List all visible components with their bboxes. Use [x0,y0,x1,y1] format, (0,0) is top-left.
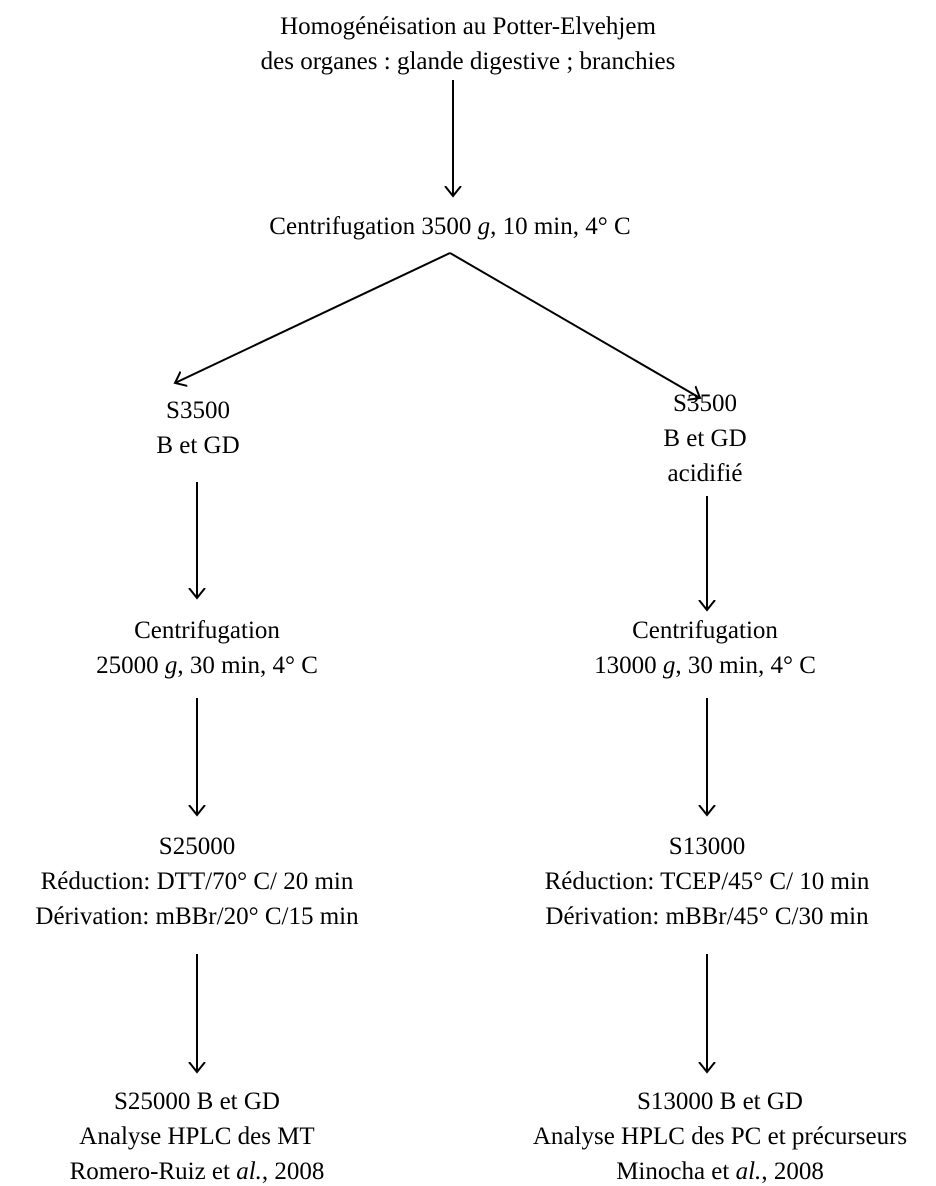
text-segment: , 10 min, 4° C [490,213,631,240]
text-segment: 25000 [96,652,165,679]
node-line: 25000 g, 30 min, 4° C [96,652,318,679]
text-segment: Analyse HPLC des PC et précurseurs [533,1123,907,1150]
node-line: S3500 [673,390,737,417]
text-segment: , 30 min, 4° C [675,652,816,679]
text-segment: des organes : glande digestive ; branchi… [261,48,676,75]
node-line: Centrifugation [632,617,778,644]
text-segment: Centrifugation [632,617,778,644]
text-segment: Réduction: DTT/70° C/ 20 min [41,868,354,895]
text-segment: S25000 B et GD [114,1088,280,1115]
arrow [175,252,451,383]
arrow [449,252,700,398]
text-segment: Minocha et [616,1158,735,1185]
text-segment: Dérivation: mBBr/45° C/30 min [545,903,869,930]
text-segment: al. [236,1158,262,1185]
node-line: S13000 [669,833,745,860]
node-line: acidifié [668,460,743,487]
text-segment: Romero-Ruiz et [70,1158,237,1185]
text-segment: Centrifugation 3500 [269,213,477,240]
node-line: 13000 g, 30 min, 4° C [594,652,816,679]
node-line: B et GD [663,425,746,452]
text-segment: 13000 [594,652,663,679]
text-segment: Réduction: TCEP/45° C/ 10 min [545,868,870,895]
text-segment: g [478,213,491,240]
text-segment: S3500 [166,397,230,424]
text-segment: Analyse HPLC des MT [79,1123,314,1150]
node-line: des organes : glande digestive ; branchi… [261,48,676,75]
node-line: S25000 [159,833,235,860]
node-line: Réduction: DTT/70° C/ 20 min [41,868,354,895]
node-line: Centrifugation [134,617,280,644]
text-segment: S13000 [669,833,745,860]
text-segment: S13000 B et GD [637,1088,803,1115]
text-segment: , 30 min, 4° C [177,652,318,679]
text-segment: acidifié [668,460,743,487]
text-segment: B et GD [156,432,239,459]
node-line: Homogénéisation au Potter-Elvehjem [280,13,656,40]
node-line: S3500 [166,397,230,424]
node-line: Analyse HPLC des MT [79,1123,314,1150]
text-segment: B et GD [663,425,746,452]
node-line: Dérivation: mBBr/45° C/30 min [545,903,869,930]
node-line: Analyse HPLC des PC et précurseurs [533,1123,907,1150]
node-line: Romero-Ruiz et al., 2008 [70,1158,325,1185]
text-segment: g [663,652,676,679]
node-line: Réduction: TCEP/45° C/ 10 min [545,868,870,895]
text-segment: Homogénéisation au Potter-Elvehjem [280,13,656,40]
text-segment: g [165,652,178,679]
text-segment: Centrifugation [134,617,280,644]
text-segment: S25000 [159,833,235,860]
node-line: B et GD [156,432,239,459]
node-line: S13000 B et GD [637,1088,803,1115]
text-segment: , 2008 [761,1158,824,1185]
node-line: Centrifugation 3500 g, 10 min, 4° C [269,213,630,240]
node-line: S25000 B et GD [114,1088,280,1115]
text-segment: Dérivation: mBBr/20° C/15 min [35,903,359,930]
node-line: Minocha et al., 2008 [616,1158,824,1185]
text-segment: , 2008 [262,1158,325,1185]
text-segment: al. [736,1158,762,1185]
node-line: Dérivation: mBBr/20° C/15 min [35,903,359,930]
text-segment: S3500 [673,390,737,417]
